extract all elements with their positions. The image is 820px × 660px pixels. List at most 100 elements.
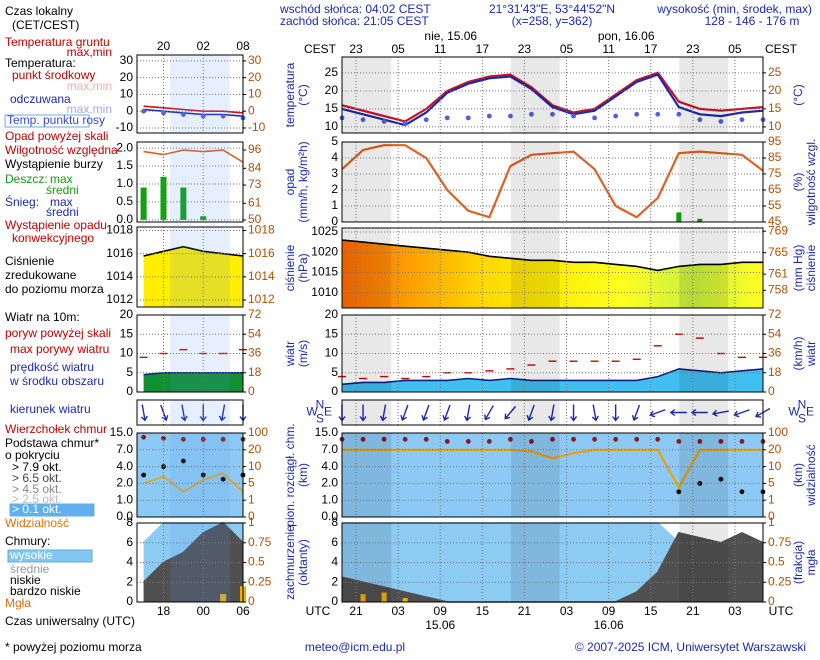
y2-tick-label: 65 [768,182,782,196]
utc-hour: 03 [391,604,405,618]
y2-tick-label: 1014 [248,269,275,283]
y2-tick-label: 0.25 [248,574,272,588]
legend-label: Mgła [5,596,31,610]
panel-border [341,314,764,393]
y2-tick-label: 0 [248,103,255,117]
y-tick-label: 4 [126,555,133,569]
y-tick-label: 20 [120,70,134,84]
y-tick-label: 15 [120,326,134,340]
local-hour: 23 [349,42,363,56]
wind-arrow [421,404,430,422]
y-tick-label: 7.0 [116,442,133,456]
panel-border [341,432,764,518]
y2-tick-label: 765 [768,245,788,259]
dot [141,434,147,440]
y-tick-label: 1.0 [116,492,133,506]
y2-tick-label: 1018 [248,223,275,237]
dot [402,120,408,126]
bar [200,216,207,220]
y-tick-label: 0 [331,214,338,228]
wind-arrow [359,404,367,422]
panel-border [136,522,244,603]
y2-tick-label: 0.5 [248,555,265,569]
y2-tick-label: 36 [248,346,262,360]
y-tick-label: 0 [126,594,133,608]
y-axis-label: (m/s) [296,340,310,367]
dot [423,436,429,442]
y-tick-label: 1.0 [116,176,133,190]
y-tick-label: 15 [325,326,339,340]
utc-hour: 09 [434,604,448,618]
legend-label: punkt środkowy [12,68,95,82]
y-tick-label: -10 [116,120,134,134]
night-band [679,228,729,308]
legend-label: poryw powyżej skali [5,326,111,340]
legend-label: Wystąpienie burzy [5,157,103,171]
y2-tick-label: 1 [768,515,775,529]
night-band [510,57,560,133]
y-tick-label: 1016 [106,246,133,260]
night-band [170,142,230,222]
dot [655,111,661,117]
y2-axis-label: (%) [791,173,805,192]
y2-tick-label: 50 [248,212,262,226]
y-tick-label: 3 [331,166,338,180]
legend-label: niskie [10,573,41,587]
dot [141,472,147,478]
y2-axis-label: wilgotność wzgl. [804,139,818,227]
dot [360,117,366,123]
y-axis-label: zachmurzenie [283,525,297,600]
local-day: pon, 16.06 [598,29,655,43]
mini-local-hour: 08 [236,39,250,53]
y2-tick-label: 0 [248,384,255,398]
legend-label: max [50,172,73,186]
dot [423,117,429,123]
bar [360,594,366,602]
night-band [679,142,729,222]
wind-arrow [631,404,641,422]
y-tick-label: 4 [331,150,338,164]
dot [634,111,640,117]
legend-label: Śnieg: [5,194,39,209]
y-tick-label: 10 [120,87,134,101]
y2-tick-label: 5 [768,476,775,490]
legend-label: > 4.5 okt. [12,482,62,496]
area [342,532,763,602]
panel-border [341,227,764,309]
panel-border [136,314,244,393]
y2-tick-label: 0 [768,509,775,523]
y2-tick-label: 73 [248,177,262,191]
dot [180,436,186,442]
dot [718,476,724,482]
utc-hour: 03 [560,604,574,618]
dot [381,119,387,124]
dot [550,436,555,442]
legend-label: Chmury: [5,534,50,548]
line [143,149,244,163]
dot [220,436,226,442]
mini-local-hour: 20 [157,39,171,53]
y-tick-label: 6 [126,535,133,549]
y-tick-label: 10 [325,346,339,360]
y-axis-label: (°C) [296,84,310,105]
utc-hour: 03 [728,604,742,618]
dot [180,112,186,117]
y-tick-label: 1012 [106,292,133,306]
y-tick-label: 30 [120,53,134,67]
elevation: 128 - 146 - 176 m [705,14,800,28]
bar [381,592,387,602]
compass-letter: N [316,398,325,412]
y-tick-label: 15.0 [110,425,134,439]
night-band [342,400,392,425]
bar [697,218,703,222]
wind-arrow [379,404,387,422]
legend-label: max,min [67,45,112,59]
y2-tick-label: 20 [248,442,262,456]
y-tick-label: 0.5 [116,194,133,208]
y2-tick-label: 1 [248,492,255,506]
wind-arrow [711,409,729,417]
legend-label: średni [46,183,79,197]
y2-tick-label: 25 [768,65,782,79]
night-band [679,433,729,517]
